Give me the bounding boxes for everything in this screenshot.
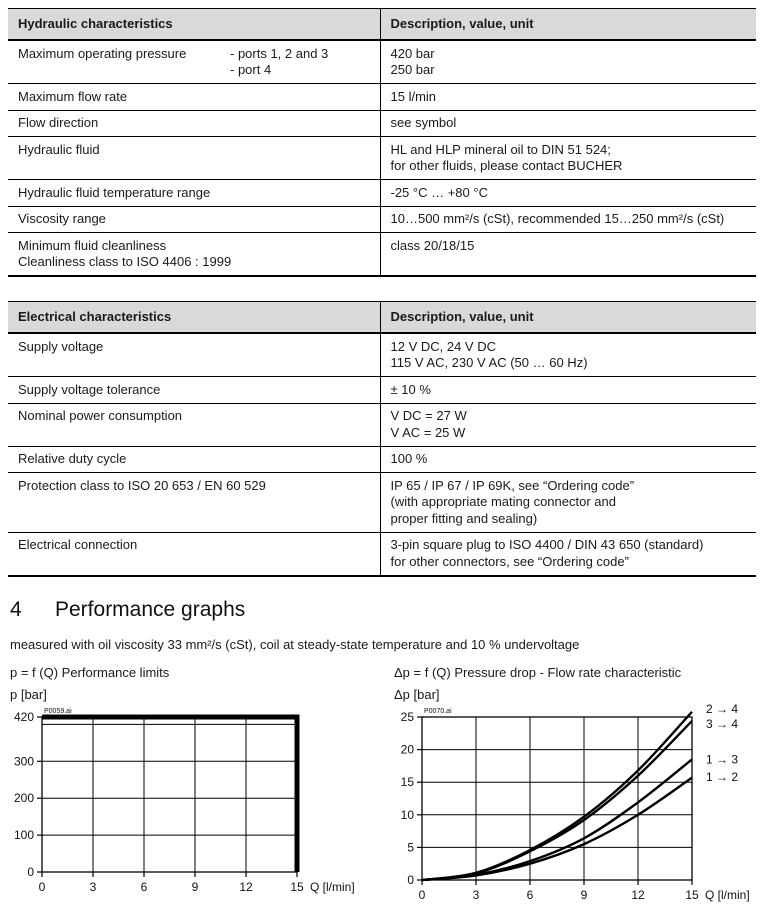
svg-text:9: 9 [581,888,588,902]
table-row: Protection class to ISO 20 653 / EN 60 5… [8,472,756,533]
svg-text:Q [l/min]: Q [l/min] [705,888,750,902]
svg-text:15: 15 [290,880,304,894]
row-label: Maximum operating pressure [18,45,187,61]
svg-text:1 → 3: 1 → 3 [706,752,738,766]
table-row: Maximum operating pressure - ports 1, 2 … [8,40,756,84]
chart-title: Δp = f (Q) Pressure drop - Flow rate cha… [394,664,682,680]
svg-text:0: 0 [419,888,426,902]
row-label: Maximum flow rate [8,83,381,111]
svg-text:200: 200 [14,791,34,805]
svg-text:20: 20 [401,742,415,756]
row-value: 100 % [380,446,756,473]
table-row: Supply voltage 12 V DC, 24 V DC 115 V AC… [8,333,756,377]
table-header-row: Electrical characteristics Description, … [8,301,756,334]
svg-text:100: 100 [14,828,34,842]
svg-text:25: 25 [401,710,415,724]
table-row: Minimum fluid cleanliness Cleanliness cl… [8,232,756,277]
chart-y-axis-label: p [bar] [10,686,47,702]
row-value: 12 V DC, 24 V DC 115 V AC, 230 V AC (50 … [380,333,756,377]
row-value: IP 65 / IP 67 / IP 69K, see “Ordering co… [380,472,756,533]
performance-graphs: p = f (Q) Performance limits p [bar] 0 10… [8,665,756,907]
svg-text:3 → 4: 3 → 4 [706,717,738,731]
svg-text:P0059.ai: P0059.ai [44,708,72,715]
pressure-drop-block: Δp = f (Q) Pressure drop - Flow rate cha… [392,665,756,907]
table-gap [8,277,756,301]
svg-text:15: 15 [401,775,415,789]
table-row: Flow direction see symbol [8,110,756,137]
svg-text:0: 0 [407,873,414,887]
row-sublabel: - ports 1, 2 and 3 - port 4 [230,45,329,78]
svg-text:6: 6 [527,888,534,902]
svg-text:300: 300 [14,754,34,768]
table-header-description: Description, value, unit [380,8,756,41]
table-row: Hydraulic fluid temperature range -25 °C… [8,179,756,207]
row-value: class 20/18/15 [380,232,756,277]
row-label: Relative duty cycle [8,446,381,473]
hydraulic-characteristics-table: Hydraulic characteristics Description, v… [8,8,756,277]
svg-text:5: 5 [407,840,414,854]
measurement-conditions-text: measured with oil viscosity 33 mm²/s (cS… [10,636,580,652]
row-value: HL and HLP mineral oil to DIN 51 524; fo… [380,136,756,180]
svg-text:420: 420 [14,710,34,724]
row-value: -25 °C … +80 °C [380,179,756,207]
table-header-row: Hydraulic characteristics Description, v… [8,8,756,41]
row-label: Viscosity range [8,206,381,233]
table-row: Maximum flow rate 15 l/min [8,83,756,111]
svg-text:2 → 4: 2 → 4 [706,703,738,716]
row-label: Nominal power consumption [8,403,381,447]
chart-y-axis-label: Δp [bar] [394,686,440,702]
row-label: Electrical connection [8,532,381,577]
row-label: Hydraulic fluid [8,136,381,180]
pressure-drop-chart: 0 5 10 15 20 25 0 3 6 9 12 15 Q [l/min] P0070.ai 2 → 4… [401,703,750,902]
row-label: Minimum fluid cleanliness Cleanliness cl… [8,232,381,277]
row-value: 420 bar 250 bar [380,40,756,84]
svg-text:12: 12 [631,888,645,902]
svg-text:6: 6 [141,880,148,894]
table-row: Relative duty cycle 100 % [8,446,756,473]
svg-text:12: 12 [239,880,253,894]
performance-limits-block: p = f (Q) Performance limits p [bar] 0 10… [8,665,378,907]
row-value: 10…500 mm²/s (cSt), recommended 15…250 m… [380,206,756,233]
row-label: Flow direction [8,110,381,137]
table-row: Supply voltage tolerance ± 10 % [8,376,756,404]
svg-text:1 → 2: 1 → 2 [706,769,738,783]
table-header-description: Description, value, unit [380,301,756,334]
svg-text:P0070.ai: P0070.ai [424,708,452,715]
svg-text:Q [l/min]: Q [l/min] [310,880,355,894]
section-title: Performance graphs [55,597,246,621]
svg-text:9: 9 [192,880,199,894]
row-label: Protection class to ISO 20 653 / EN 60 5… [8,472,381,533]
section-heading: 4 Performance graphs [10,598,756,622]
table-row: Electrical connection 3-pin square plug … [8,532,756,577]
row-value: see symbol [380,110,756,137]
row-label: Supply voltage tolerance [8,376,381,404]
row-value: 15 l/min [380,83,756,111]
table-header-characteristics: Hydraulic characteristics [8,8,381,41]
row-value: ± 10 % [380,376,756,404]
table-row: Viscosity range 10…500 mm²/s (cSt), reco… [8,206,756,233]
svg-text:10: 10 [401,807,415,821]
table-row: Hydraulic fluid HL and HLP mineral oil t… [8,136,756,180]
chart-title: p = f (Q) Performance limits [10,664,170,680]
row-label: Supply voltage [8,333,381,377]
svg-text:15: 15 [685,888,699,902]
svg-text:0: 0 [39,880,46,894]
row-value: V DC = 27 W V AC = 25 W [380,403,756,447]
svg-text:3: 3 [473,888,480,902]
svg-text:3: 3 [90,880,97,894]
row-label: Hydraulic fluid temperature range [8,179,381,207]
table-header-characteristics: Electrical characteristics [8,301,381,334]
electrical-characteristics-table: Electrical characteristics Description, … [8,301,756,577]
section-number: 4 [10,597,22,621]
row-value: 3-pin square plug to ISO 4400 / DIN 43 6… [380,532,756,577]
table-row: Nominal power consumption V DC = 27 W V … [8,403,756,447]
